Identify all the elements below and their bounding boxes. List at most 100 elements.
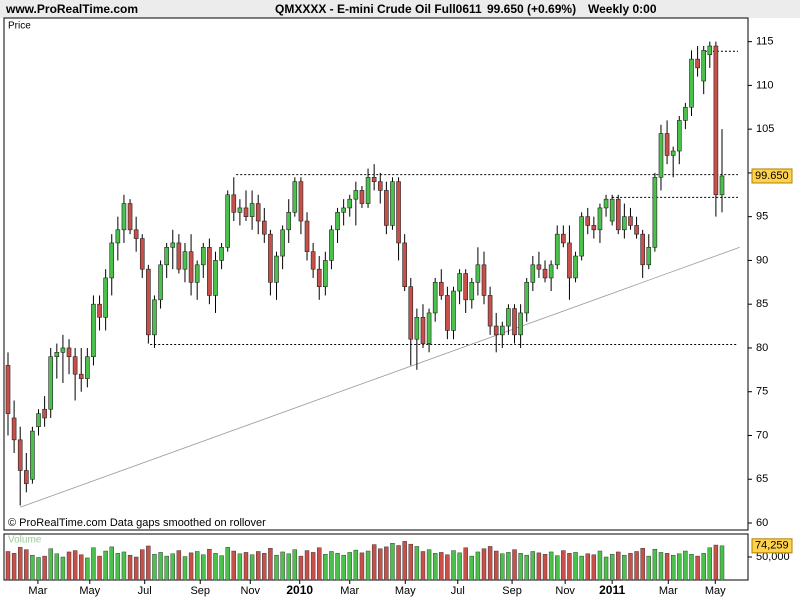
candle-body (432, 282, 438, 314)
volume-bar (573, 552, 578, 581)
volume-bar (530, 551, 536, 581)
volume-bar (432, 553, 438, 581)
candle-body (72, 356, 78, 375)
x-tick-label: Jul (451, 585, 465, 597)
volume-bar (695, 555, 700, 581)
candle-body (359, 190, 365, 204)
volume-bar (85, 557, 90, 581)
candle-body (85, 356, 90, 379)
y-tick-label: 65 (756, 473, 768, 485)
candle-body (371, 176, 377, 182)
y-tick-label: 75 (756, 386, 768, 398)
candle-body (487, 295, 493, 327)
candle-body (304, 220, 310, 252)
volume-bar (5, 551, 11, 581)
x-tick-label: Mar (28, 585, 47, 597)
candle-body (622, 216, 627, 231)
volume-bar (42, 555, 47, 581)
volume-bar (408, 543, 413, 581)
candle-body (127, 203, 133, 231)
candle-body (48, 356, 54, 410)
price-tag-box (751, 168, 793, 184)
volume-bar (170, 553, 175, 581)
trend-line (20, 246, 740, 508)
volume-bar (390, 543, 395, 581)
candle-body (78, 373, 84, 379)
candle-body (54, 352, 60, 358)
candle-body (182, 251, 188, 270)
volume-bar (677, 553, 682, 581)
volume-bar (323, 554, 328, 581)
volume-tick-label: 50,000 (756, 551, 790, 563)
volume-bar (207, 548, 212, 581)
x-tick-label: 2010 (286, 583, 313, 597)
candle-body (280, 229, 285, 257)
candle-body (652, 176, 658, 248)
volume-bar (646, 555, 651, 581)
candle-body (585, 216, 591, 226)
volume-bar (719, 545, 725, 581)
candle-body (91, 303, 96, 358)
candle-body (243, 207, 249, 217)
volume-bar (689, 554, 694, 581)
candle-body (451, 290, 456, 331)
volume-bar (426, 549, 432, 581)
volume-bar (353, 549, 359, 581)
volume-bar (304, 550, 310, 581)
volume-bar (500, 553, 505, 581)
volume-bar (268, 548, 273, 581)
volume-bar (609, 554, 615, 581)
candle-body (164, 247, 169, 266)
candle-body (97, 303, 102, 318)
x-tick-label: 2011 (599, 583, 625, 597)
candle-body (512, 308, 517, 336)
volume-bar (494, 550, 499, 581)
candle-body (170, 242, 176, 248)
candle-body (377, 181, 383, 191)
x-tick-label: Nov (240, 585, 260, 597)
volume-bar (335, 553, 340, 581)
candle-body (24, 470, 29, 484)
volume-bar (616, 551, 621, 581)
volume-bar (597, 550, 603, 581)
volume-bar (664, 553, 670, 581)
volume-bar (579, 555, 584, 581)
volume-bar (30, 554, 35, 581)
volume-bar (414, 546, 420, 581)
candle-body (390, 181, 395, 226)
volume-bar (463, 547, 468, 581)
chart-title: QMXXXX - E-mini Crude Oil Full0611 (275, 2, 482, 16)
volume-bar (359, 552, 365, 581)
candle-body (701, 50, 706, 82)
candle-body (255, 203, 261, 222)
volume-bar (371, 544, 377, 581)
candle-body (213, 260, 218, 296)
candle-body (463, 273, 468, 301)
volume-bar (201, 554, 206, 581)
candle-body (341, 207, 346, 213)
y-axis-label: Price (8, 21, 31, 32)
candle-body (109, 242, 115, 279)
candle-body (310, 251, 316, 270)
volume-bar (225, 547, 230, 581)
volume-bar (66, 551, 72, 581)
candle-body (713, 45, 719, 196)
volume-bar (237, 553, 243, 581)
volume-bar (634, 551, 639, 581)
candle-body (292, 181, 298, 213)
volume-bar (439, 552, 444, 581)
volume-bar (683, 550, 688, 581)
volume-bar (79, 554, 84, 581)
candle-body (335, 211, 340, 231)
candle-body (5, 365, 11, 414)
candle-body (658, 133, 664, 178)
volume-bar (585, 553, 590, 581)
candle-body (438, 282, 444, 296)
candle-body (298, 181, 304, 222)
volume-bar (256, 551, 261, 581)
candle-body (207, 247, 212, 296)
candle-body (445, 295, 450, 331)
candle-body (670, 150, 676, 156)
volume-bar (48, 548, 53, 581)
